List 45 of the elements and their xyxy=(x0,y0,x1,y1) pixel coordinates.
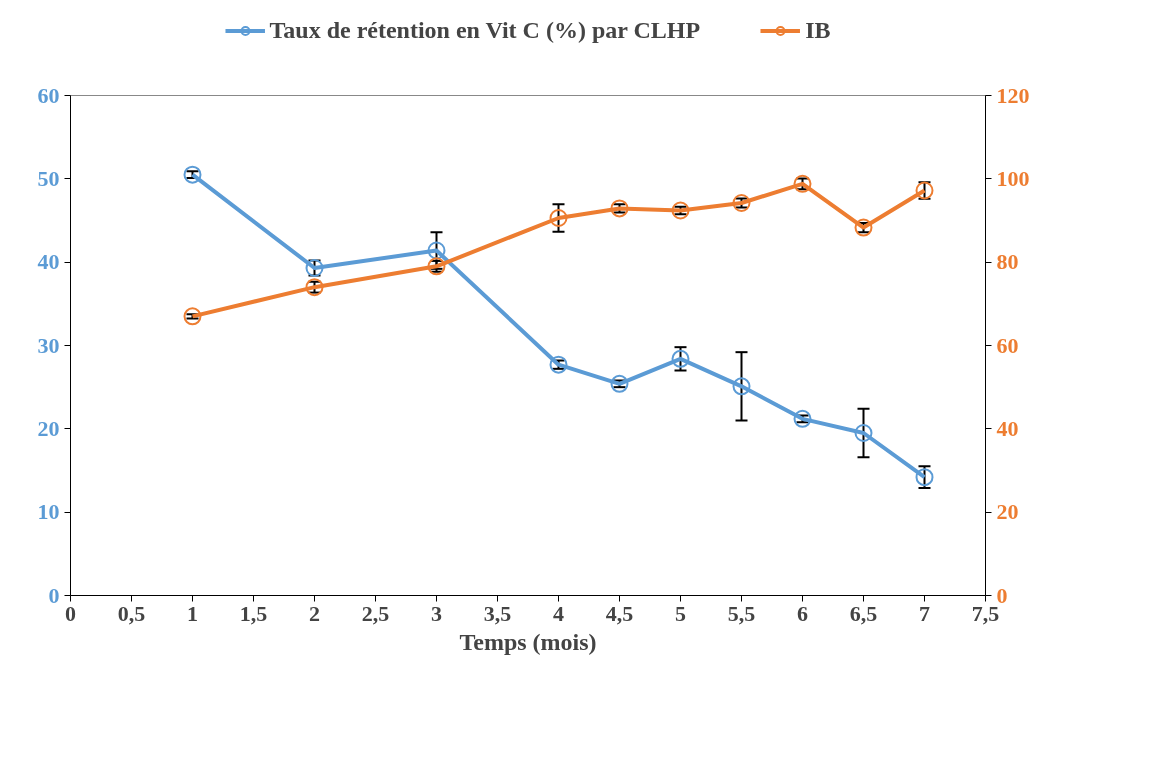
point xyxy=(854,424,873,442)
y2-tick-label: 0 xyxy=(996,582,1008,608)
point xyxy=(549,209,568,227)
point xyxy=(793,409,812,428)
x-tick-label: 1,5 xyxy=(239,600,268,626)
point xyxy=(549,355,568,374)
y-tick-label: 10 xyxy=(37,499,60,525)
x-tick-label: 3 xyxy=(431,600,442,626)
point xyxy=(854,218,873,237)
y2-tick-label: 100 xyxy=(996,165,1030,191)
x-tick-label: 4,5 xyxy=(605,600,634,626)
x-tick-label: 6 xyxy=(797,600,808,626)
x-tick-label: 0,5 xyxy=(117,600,146,626)
x-tick-label: 5 xyxy=(675,600,686,626)
y-tick-label: 40 xyxy=(37,249,60,275)
x-tick-label: 1 xyxy=(187,600,198,626)
x-tick-label: 5,5 xyxy=(727,600,756,626)
point xyxy=(671,201,690,220)
point xyxy=(671,349,690,368)
y2-tick-label: 60 xyxy=(996,332,1019,358)
x-tick-label: 6,5 xyxy=(849,600,878,626)
y2-tick-label: 120 xyxy=(996,82,1030,108)
y2-tick-label: 40 xyxy=(996,415,1019,441)
x-tick-label: 0 xyxy=(65,600,76,626)
y-tick-label: 50 xyxy=(37,165,60,191)
y-tick-label: 30 xyxy=(37,332,60,358)
point xyxy=(610,199,629,218)
y-tick-label: 0 xyxy=(48,582,60,608)
legend-label: IB xyxy=(805,16,831,44)
x-tick-label: 7 xyxy=(919,600,930,626)
x-tick-label: 4 xyxy=(553,600,564,626)
point xyxy=(183,307,202,326)
legend-label: Taux de rétention en Vit C (%) par CLHP xyxy=(269,16,701,44)
x-axis-title: Temps (mois) xyxy=(459,628,597,655)
x-tick-label: 2 xyxy=(309,600,320,626)
point xyxy=(732,377,751,396)
point xyxy=(610,374,629,393)
point xyxy=(427,241,446,260)
y-tick-label: 60 xyxy=(37,82,60,108)
y2-tick-label: 20 xyxy=(996,499,1019,525)
point xyxy=(183,165,202,184)
x-tick-label: 2,5 xyxy=(361,600,390,626)
y2-tick-label: 80 xyxy=(996,249,1019,275)
x-tick-label: 3,5 xyxy=(483,600,512,626)
y-tick-label: 20 xyxy=(37,415,60,441)
